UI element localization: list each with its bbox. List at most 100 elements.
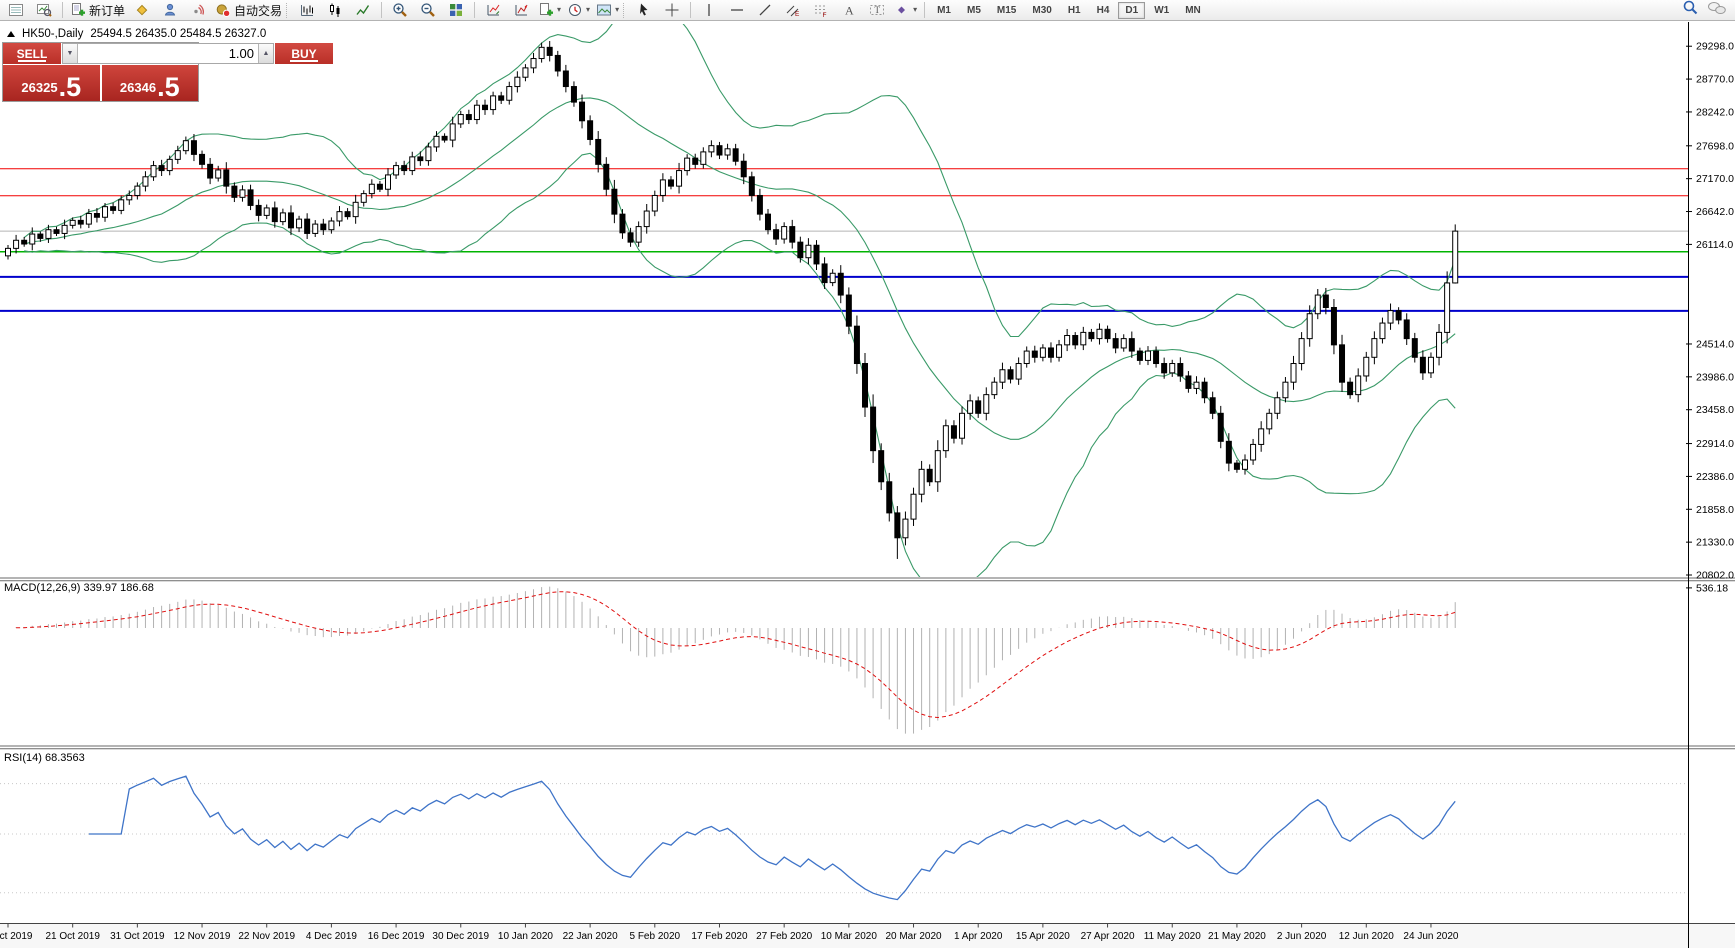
sell-price-button[interactable]: 26325 .5 (3, 65, 100, 101)
timeframe-button-H1[interactable]: H1 (1061, 2, 1088, 19)
cursor-arrow-icon (636, 2, 652, 18)
support-button[interactable] (156, 0, 184, 21)
new-order-label: 新订单 (89, 3, 126, 18)
tile-windows-button[interactable] (442, 0, 470, 21)
chart-window[interactable]: 9 Oct 2019 21 Oct 2019 31 Oct 2019 12 Nov 2… (0, 22, 1735, 948)
zoom-out-button[interactable] (414, 0, 442, 21)
timeframe-button-M1[interactable]: M1 (930, 2, 958, 19)
svg-text:21 May 2020: 21 May 2020 (1208, 931, 1266, 942)
candlestick-series (5, 41, 1459, 559)
toolbar-separator (474, 2, 476, 18)
sell-price-main: 26325 (21, 80, 58, 95)
add-indicator-icon (538, 2, 554, 18)
symbol-collapse-icon[interactable] (7, 31, 15, 37)
text-label-button[interactable]: T (863, 0, 891, 21)
chart-title: HK50-,Daily 25494.5 26435.0 25484.5 2632… (7, 28, 266, 40)
svg-text:11 May 2020: 11 May 2020 (1144, 931, 1202, 942)
svg-text:26642.0: 26642.0 (1696, 206, 1734, 218)
svg-text:23458.0: 23458.0 (1696, 404, 1734, 416)
auto-trading-button[interactable]: 自动交易 (212, 0, 285, 21)
chat-icon[interactable] (1707, 0, 1727, 21)
svg-text:30 Dec 2019: 30 Dec 2019 (432, 931, 489, 942)
pane-separators[interactable] (0, 577, 1735, 750)
chart-canvas[interactable]: 9 Oct 2019 21 Oct 2019 31 Oct 2019 12 Nov 2… (0, 22, 1735, 948)
fibonacci-button[interactable]: F (807, 0, 835, 21)
crosshair-button[interactable] (658, 0, 686, 21)
date-axis[interactable]: 9 Oct 2019 21 Oct 2019 31 Oct 2019 12 Nov 2… (0, 923, 1735, 948)
signal-waves-icon (190, 2, 206, 18)
chart-profile-button[interactable] (30, 0, 58, 21)
timeframe-button-MN[interactable]: MN (1178, 2, 1208, 19)
vertical-line-button[interactable] (695, 0, 723, 21)
sell-button[interactable]: SELL (3, 43, 61, 64)
add-indicator-button[interactable]: ▾ (535, 0, 564, 21)
cursor-button[interactable] (630, 0, 658, 21)
period-button[interactable]: ▾ (564, 0, 593, 21)
volume-increase-button[interactable]: ▲ (258, 44, 273, 63)
channel-icon: E (785, 2, 801, 18)
svg-text:26114.0: 26114.0 (1696, 239, 1733, 251)
bar-chart-button[interactable] (293, 0, 321, 21)
horizontal-line-button[interactable] (723, 0, 751, 21)
text-label-icon: T (869, 2, 885, 18)
auto-trading-icon (215, 2, 231, 18)
svg-text:28242.0: 28242.0 (1696, 106, 1734, 118)
timeframe-button-M5[interactable]: M5 (960, 2, 988, 19)
timeframe-button-W1[interactable]: W1 (1147, 2, 1176, 19)
vertical-line-icon (701, 2, 717, 18)
auto-trading-label: 自动交易 (234, 3, 283, 18)
svg-text:22386.0: 22386.0 (1696, 471, 1734, 483)
svg-text:10 Jan 2020: 10 Jan 2020 (498, 931, 553, 942)
arrows-button[interactable]: ▾ (891, 0, 920, 21)
volume-stepper: ▼ ▲ (62, 43, 274, 64)
trendline-icon (757, 2, 773, 18)
horizontal-levels (0, 168, 1688, 312)
volume-input[interactable] (78, 44, 258, 63)
symbol-period-label: HK50-,Daily (22, 28, 84, 40)
svg-text:9 Oct 2019: 9 Oct 2019 (0, 931, 33, 942)
svg-text:24 Jun 2020: 24 Jun 2020 (1403, 931, 1458, 942)
buy-button[interactable]: BUY (275, 43, 333, 64)
line-chart-icon (355, 2, 371, 18)
ohlc-values: 25494.5 26435.0 25484.5 26327.0 (90, 28, 267, 40)
trendline-button[interactable] (751, 0, 779, 21)
dropdown-caret-icon: ▾ (913, 5, 918, 14)
indicator-list-icon (513, 2, 529, 18)
timeframe-button-M15[interactable]: M15 (990, 2, 1023, 19)
toolbar-grip (286, 2, 290, 18)
svg-text:22914.0: 22914.0 (1696, 438, 1734, 450)
shapes-icon (894, 2, 910, 18)
timeframe-button-D1[interactable]: D1 (1118, 1, 1146, 19)
toolbar-separator (690, 2, 692, 18)
equidistant-channel-button[interactable]: E (779, 0, 807, 21)
timeframe-button-H4[interactable]: H4 (1090, 2, 1117, 19)
charts-list-button[interactable] (2, 0, 30, 21)
bar-chart-icon (299, 2, 315, 18)
search-icon[interactable] (1682, 0, 1699, 21)
new-order-button[interactable]: 新订单 (67, 0, 128, 21)
indicators-button[interactable] (479, 0, 507, 21)
templates-button[interactable]: ▾ (593, 0, 622, 21)
volume-decrease-button[interactable]: ▼ (63, 44, 78, 63)
svg-text:27 Apr 2020: 27 Apr 2020 (1081, 931, 1135, 942)
buy-price-button[interactable]: 26346 .5 (101, 65, 198, 101)
macd-signal-line (16, 591, 1456, 719)
svg-text:23986.0: 23986.0 (1696, 371, 1734, 383)
candlestick-chart-button[interactable] (321, 0, 349, 21)
price-axis[interactable]: 29298.0 28770.0 28242.0 27698.0 27170.0 26642… (1686, 22, 1734, 948)
candlestick-chart-icon (327, 2, 343, 18)
dropdown-caret-icon: ▾ (557, 5, 562, 14)
clock-icon (567, 2, 583, 18)
line-chart-button[interactable] (349, 0, 377, 21)
zoom-in-icon (392, 2, 408, 18)
timeframe-button-M30[interactable]: M30 (1025, 2, 1058, 19)
deposit-button[interactable] (128, 0, 156, 21)
text-button[interactable]: A (835, 0, 863, 21)
svg-text:29298.0: 29298.0 (1696, 41, 1734, 53)
svg-text:21 Oct 2019: 21 Oct 2019 (45, 931, 100, 942)
fibonacci-icon: F (813, 2, 829, 18)
svg-text:28770.0: 28770.0 (1696, 74, 1734, 86)
zoom-in-button[interactable] (386, 0, 414, 21)
signals-button[interactable] (184, 0, 212, 21)
indicator-list-button[interactable] (507, 0, 535, 21)
